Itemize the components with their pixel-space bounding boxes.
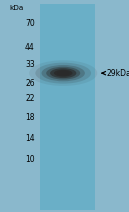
Bar <box>40 4 95 210</box>
Ellipse shape <box>29 60 97 86</box>
Text: 29kDa: 29kDa <box>106 69 129 78</box>
Ellipse shape <box>35 63 91 84</box>
Text: 70: 70 <box>25 19 35 28</box>
Ellipse shape <box>54 70 72 77</box>
Text: 18: 18 <box>25 113 35 122</box>
Ellipse shape <box>42 65 85 81</box>
Text: 10: 10 <box>25 155 35 163</box>
Ellipse shape <box>50 68 76 78</box>
Text: kDa: kDa <box>9 6 23 11</box>
Text: 22: 22 <box>25 94 35 103</box>
Ellipse shape <box>57 71 69 75</box>
Text: 26: 26 <box>25 79 35 88</box>
Ellipse shape <box>46 67 80 80</box>
Text: 14: 14 <box>25 134 35 143</box>
Text: 44: 44 <box>25 43 35 52</box>
Text: 33: 33 <box>25 60 35 69</box>
